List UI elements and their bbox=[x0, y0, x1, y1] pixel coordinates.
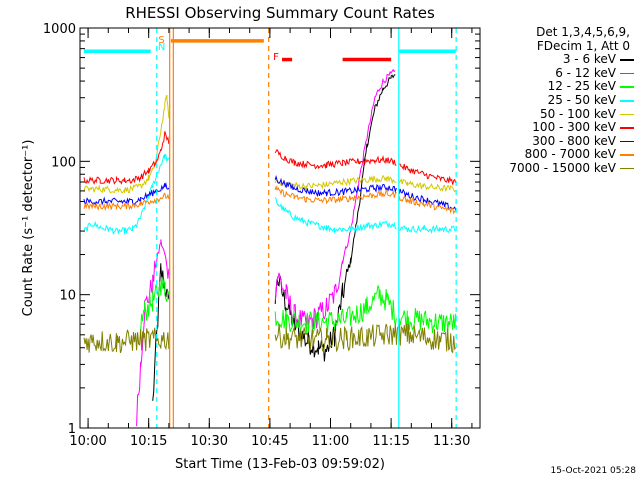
x-tick-label: 11:30 bbox=[433, 434, 470, 449]
series-line bbox=[83, 184, 456, 215]
y-tick-label: 10 bbox=[59, 289, 76, 304]
series-line bbox=[83, 174, 457, 211]
x-tick-label: 10:30 bbox=[191, 434, 228, 449]
y-tick-label: 100 bbox=[51, 155, 76, 170]
legend-label: 6 - 12 keV bbox=[555, 65, 616, 80]
legend-label: 12 - 25 keV bbox=[547, 79, 616, 94]
series-line bbox=[140, 277, 457, 335]
legend-swatch bbox=[620, 113, 634, 116]
legend: Det 1,3,4,5,6,9, FDecim 1, Att 0 3 - 6 k… bbox=[470, 25, 638, 176]
legend-entry: 7000 - 15000 keV bbox=[470, 160, 638, 176]
series-layer bbox=[83, 68, 457, 427]
legend-label: 7000 - 15000 keV bbox=[509, 160, 616, 175]
legend-entry: 100 - 300 keV bbox=[470, 121, 638, 135]
series-line bbox=[83, 131, 457, 185]
legend-label: 3 - 6 keV bbox=[562, 52, 616, 67]
y-tick-label: 1000 bbox=[43, 22, 76, 37]
x-tick-label: 11:15 bbox=[372, 434, 409, 449]
legend-label: 800 - 7000 keV bbox=[524, 147, 616, 162]
x-tick-label: 10:00 bbox=[69, 434, 106, 449]
flag-label: F bbox=[273, 52, 279, 63]
legend-entry: 800 - 7000 keV bbox=[470, 148, 638, 162]
series-line bbox=[83, 94, 457, 194]
legend-entry: 3 - 6 keV bbox=[470, 53, 638, 67]
overlay-layer: SN F bbox=[84, 28, 457, 428]
timestamp: 15-Oct-2021 05:28 bbox=[550, 466, 636, 476]
legend-entry: 50 - 100 keV bbox=[470, 106, 638, 122]
y-axis-label: Count Rate (s⁻¹ detector⁻¹) bbox=[21, 140, 36, 317]
legend-swatch bbox=[620, 86, 634, 88]
legend-swatch bbox=[620, 127, 634, 129]
legend-swatch bbox=[620, 59, 634, 61]
legend-label: 100 - 300 keV bbox=[532, 120, 616, 135]
x-tick-label: 10:45 bbox=[251, 434, 288, 449]
legend-swatch bbox=[620, 140, 634, 143]
legend-swatch bbox=[620, 167, 634, 170]
legend-entry: 300 - 800 keV bbox=[470, 133, 638, 149]
series-line bbox=[83, 323, 457, 354]
legend-label: 300 - 800 keV bbox=[532, 133, 616, 148]
legend-swatch bbox=[620, 154, 634, 156]
x-axis-label: Start Time (13-Feb-03 09:59:02) bbox=[175, 457, 385, 472]
y-tick-label: 1 bbox=[68, 422, 76, 437]
axis-layer: 10:00 10:15 10:30 10:45 11:00 11:15 11:30 1 10 10… bbox=[43, 22, 480, 449]
flag-label: S bbox=[158, 35, 164, 46]
legend-header-1: Det 1,3,4,5,6,9, bbox=[536, 25, 630, 39]
series-line bbox=[136, 68, 396, 427]
legend-swatch bbox=[620, 72, 634, 75]
legend-swatch bbox=[620, 100, 634, 102]
legend-entry: 6 - 12 keV bbox=[470, 65, 638, 81]
legend-entry: 12 - 25 keV bbox=[470, 80, 638, 94]
chart-title: RHESSI Observing Summary Count Rates bbox=[125, 4, 435, 22]
legend-label: 50 - 100 keV bbox=[539, 106, 616, 121]
flag-label: N bbox=[158, 42, 165, 53]
series-line bbox=[152, 74, 396, 401]
legend-header-2: FDecim 1, Att 0 bbox=[536, 38, 630, 53]
x-tick-label: 10:15 bbox=[130, 434, 167, 449]
plot-frame bbox=[79, 27, 481, 429]
series-line bbox=[83, 153, 457, 236]
x-tick-label: 11:00 bbox=[312, 434, 349, 449]
legend-entry: 25 - 50 keV bbox=[470, 92, 638, 108]
legend-label: 25 - 50 keV bbox=[547, 92, 616, 107]
